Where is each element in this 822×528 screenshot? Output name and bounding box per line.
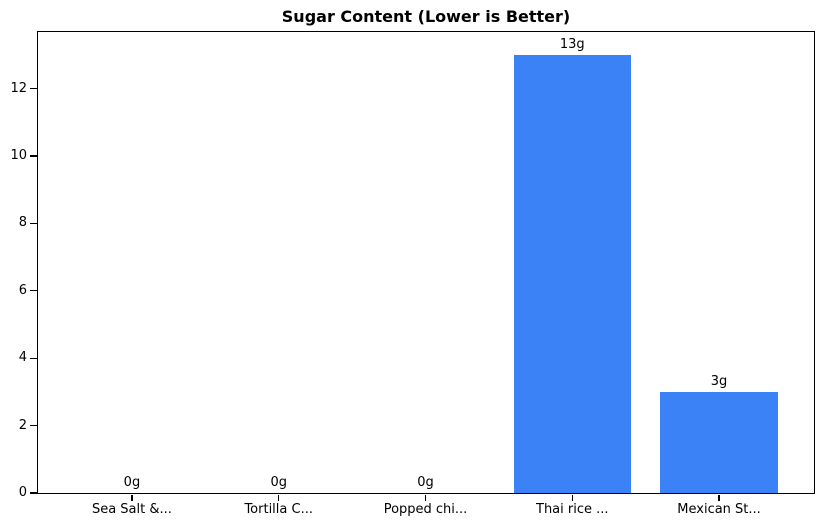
y-tick-mark [30, 492, 37, 494]
y-tick-label: 8 [18, 215, 27, 231]
bar-value-label: 3g [710, 373, 728, 389]
bar-value-label: 13g [559, 36, 585, 52]
y-tick-label: 6 [18, 282, 27, 298]
x-tick-mark [278, 494, 280, 501]
y-tick-label: 4 [18, 350, 27, 366]
x-tick-mark [718, 494, 720, 501]
chart-title: Sugar Content (Lower is Better) [281, 7, 571, 26]
y-tick-label: 12 [10, 80, 27, 96]
x-tick-label: Mexican St... [677, 502, 761, 517]
x-tick-mark [131, 494, 133, 501]
bar-value-label: 0g [270, 475, 287, 490]
x-tick-label: Thai rice ... [536, 502, 609, 517]
bar-value-label: 0g [123, 475, 141, 490]
bar-4 [660, 391, 778, 493]
x-tick-label: Sea Salt &... [91, 502, 172, 517]
y-tick-mark [30, 425, 37, 427]
x-tick-label: Popped chi... [383, 502, 468, 517]
y-tick-mark [30, 88, 37, 90]
y-tick-mark [30, 357, 37, 359]
x-tick-label: Tortilla C... [244, 502, 313, 517]
y-tick-mark [30, 222, 37, 225]
y-tick-mark [30, 290, 37, 292]
y-tick-mark [30, 155, 37, 157]
y-tick-label: 0 [18, 485, 27, 500]
x-tick-mark [571, 494, 573, 501]
y-tick-label: 2 [18, 417, 27, 433]
bar-value-label: 0g [417, 475, 434, 490]
plot-area: 0 2 4 6 8 10 12 0g Sea Salt &... 0g Tortilla C... 0… [10, 31, 815, 517]
y-tick-label: 10 [10, 148, 27, 164]
bar-3 [513, 54, 631, 493]
x-tick-mark [424, 494, 427, 501]
